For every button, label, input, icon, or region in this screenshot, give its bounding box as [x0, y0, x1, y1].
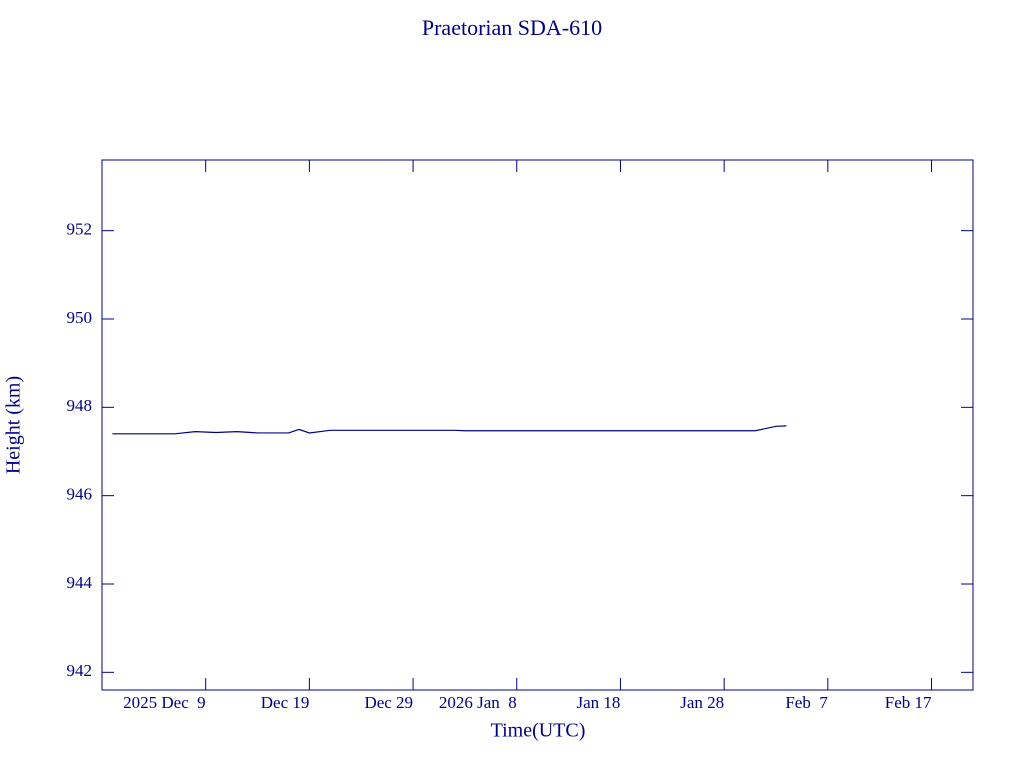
plot-frame: [101, 159, 974, 691]
y-tick-label: 952: [67, 220, 93, 239]
series-line: [112, 425, 787, 435]
y-tick-label: 944: [67, 573, 93, 592]
x-tick-label: Feb 17: [885, 693, 932, 712]
x-tick-label: Feb 7: [785, 693, 828, 712]
x-tick-label: 2025 Dec 9: [123, 693, 206, 712]
y-tick-label: 950: [67, 308, 93, 327]
y-axis-label: Height (km): [3, 376, 25, 474]
y-tick-label: 948: [67, 396, 93, 415]
chart-title: Praetorian SDA-610: [422, 15, 602, 40]
x-axis-label: Time(UTC): [491, 720, 586, 742]
x-tick-label: Dec 29: [364, 693, 413, 712]
x-tick-label: 2026 Jan 8: [439, 693, 517, 712]
x-tick-label: Jan 28: [680, 693, 724, 712]
y-tick-label: 942: [67, 661, 93, 680]
x-tick-label: Jan 18: [577, 693, 621, 712]
y-tick-label: 946: [67, 485, 93, 504]
x-tick-label: Dec 19: [261, 693, 310, 712]
